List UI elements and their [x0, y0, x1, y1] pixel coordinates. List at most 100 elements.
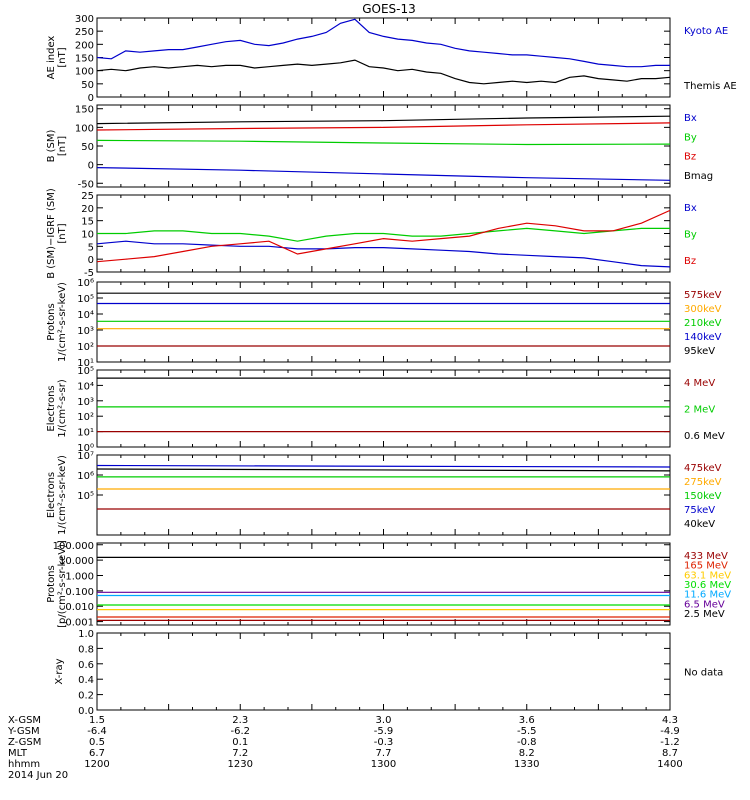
y-tick-label: 50	[81, 80, 94, 91]
y-tick-label: 0.8	[78, 644, 94, 655]
ephemeris-table: X-GSM 1.5 2.3 3.0 3.6 4.3 Y-GSM -6.4 -6.2 -5.9 -5.…	[7, 715, 683, 781]
ephemeris-value: 2.3	[232, 715, 248, 726]
y-axis-title-line: [p/(cm²-s-sr-keV)]	[57, 540, 68, 628]
legend-entry: 300keV	[684, 304, 722, 315]
legend-entry: 2.5 MeV	[684, 609, 725, 620]
legend-entry: Bx	[684, 203, 697, 214]
y-tick-label: 200	[75, 40, 94, 51]
y-tick-label: 10⁶	[77, 278, 94, 289]
y-tick-label: 25	[81, 191, 94, 202]
y-tick-label: 10¹	[77, 358, 94, 369]
legend-entry: 275keV	[684, 477, 722, 488]
ephemeris-value: 1200	[84, 759, 109, 770]
series-line-bx	[97, 240, 670, 268]
ephemeris-value: 1300	[371, 759, 396, 770]
y-tick-label: 15	[81, 217, 94, 228]
y-tick-label: 100	[75, 123, 94, 134]
y-axis-title: Electrons1/(cm²-s-sr)	[46, 379, 68, 438]
y-axis-title-line: AE index	[46, 36, 57, 80]
y-tick-label: 5	[88, 242, 94, 253]
ephemeris-value: 1230	[228, 759, 253, 770]
ephemeris-value: -1.2	[660, 737, 680, 748]
legend-entry: 0.6 MeV	[684, 431, 725, 442]
series-line-bx	[97, 167, 670, 181]
legend-entry: 2 MeV	[684, 405, 715, 416]
y-tick-label: 250	[75, 27, 94, 38]
y-axis-title-line: [nT]	[57, 223, 68, 243]
date-label: 2014 Jun 20	[8, 770, 68, 781]
ephemeris-label: MLT	[8, 748, 28, 759]
legend-entry: 95keV	[684, 346, 715, 357]
panel-xray: 0.0 0.2 0.4 0.6 0.8 1.0 X-ray No data	[54, 629, 723, 717]
panel-bigrf: -5 0 510 15 20 25 B (SM)−IGRF (SM)[nT] Bx By Bz	[46, 188, 697, 279]
series-line-40kev	[97, 468, 670, 472]
y-tick-label: 1.0	[78, 629, 94, 640]
y-axis-title-line: B (SM)	[46, 129, 57, 162]
y-tick-label: 10⁴	[77, 381, 94, 392]
panel-ae: 0 50 100 150 200 250 300 AE index[nT] Kyoto AE Th…	[46, 14, 737, 104]
y-axis-title: AE index[nT]	[46, 36, 68, 80]
ephemeris-value: -5.9	[374, 726, 394, 737]
series-line-kyoto-ae	[97, 18, 670, 68]
panel-bsm: -50 0 50 100 150 B (SM)[nT] Bx By Bz Bmag	[46, 104, 713, 190]
ephemeris-value: -6.4	[87, 726, 107, 737]
series-line-bmag	[97, 115, 670, 125]
y-axis-title-line: 1/(cm²-s-sr-keV)	[57, 455, 68, 535]
y-tick-label: 0.6	[78, 660, 94, 671]
y-axis-title-line: Protons	[46, 565, 57, 602]
ephemeris-value: 1.5	[89, 715, 105, 726]
ephemeris-value: 1400	[657, 759, 682, 770]
ephemeris-value: 8.2	[519, 748, 535, 759]
series-line-bz	[97, 209, 670, 263]
panel-protons: 10¹ 10² 10³ 10⁴ 10⁵ 10⁶ Protons1/(cm²-s-sr-keV…	[46, 278, 722, 369]
y-tick-label: 10⁷	[77, 451, 94, 462]
y-tick-label: -50	[78, 179, 94, 190]
ephemeris-value: 1330	[514, 759, 539, 770]
ephemeris-label: X-GSM	[8, 715, 41, 726]
ephemeris-value: -5.5	[517, 726, 537, 737]
y-axis-title-line: [nT]	[57, 136, 68, 156]
y-tick-label: 10.000	[59, 556, 94, 567]
y-tick-label: -5	[84, 268, 94, 279]
y-tick-label: 150	[75, 105, 94, 116]
panel-frame	[96, 369, 671, 448]
y-tick-label: 0.010	[65, 602, 94, 613]
y-tick-label: 0.0	[78, 706, 94, 717]
y-tick-label: 10³	[77, 397, 94, 408]
ephemeris-value: 4.3	[662, 715, 678, 726]
legend-entry: Bmag	[684, 171, 713, 182]
y-tick-label: 20	[81, 204, 94, 215]
y-axis-title: Protons1/(cm²-s-sr-keV)	[46, 282, 68, 362]
ephemeris-value: 3.6	[519, 715, 535, 726]
y-axis-title-line: X-ray	[54, 658, 65, 684]
y-tick-label: 10⁴	[77, 310, 94, 321]
legend-entry: Bz	[684, 152, 696, 163]
legend-entry: 11.6 MeV	[684, 590, 731, 601]
ephemeris-value: 8.7	[662, 748, 678, 759]
y-tick-label: 0.4	[78, 675, 94, 686]
y-axis-title: B (SM)[nT]	[46, 129, 68, 162]
y-axis-title: Protons[p/(cm²-s-sr-keV)]	[46, 540, 68, 628]
y-tick-label: 10²	[77, 412, 94, 423]
ephemeris-value: 0.5	[89, 737, 105, 748]
legend-entry: 433 MeV	[684, 551, 728, 562]
y-axis-title-line: Protons	[46, 303, 57, 340]
y-tick-label: 0.001	[65, 618, 94, 629]
legend-entry: 140keV	[684, 332, 722, 343]
panel-electrons_kev: 10⁵ 10⁶ 10⁷ Electrons1/(cm²-s-sr-keV) 475keV…	[46, 451, 722, 536]
panel-frame	[96, 542, 671, 626]
legend-entry: By	[684, 132, 697, 143]
y-tick-label: 300	[75, 14, 94, 25]
series-line-75kev	[97, 464, 670, 468]
ephemeris-value: -0.8	[517, 737, 537, 748]
ephemeris-value: 6.7	[89, 748, 105, 759]
y-axis-title-line: Electrons	[46, 385, 57, 431]
y-tick-label: 1.000	[65, 571, 94, 582]
legend-entry: 40keV	[684, 519, 715, 530]
y-tick-label: 150	[75, 54, 94, 65]
y-tick-label: 10⁵	[77, 491, 94, 502]
y-tick-label: 10³	[77, 326, 94, 337]
legend-entry: By	[684, 230, 697, 241]
legend-entry: 165 MeV	[684, 561, 728, 572]
